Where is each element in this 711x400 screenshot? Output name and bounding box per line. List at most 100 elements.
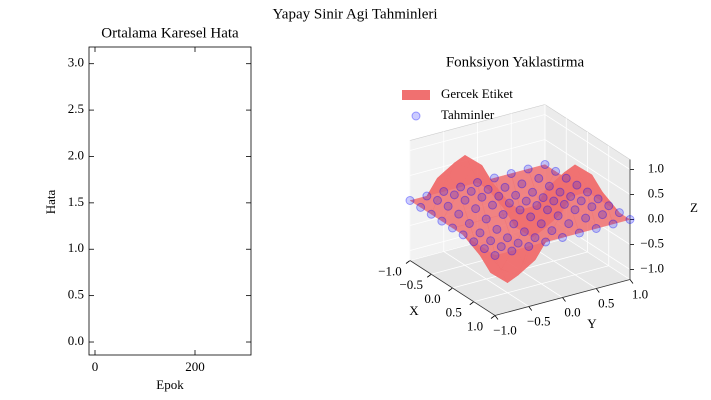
prediction-point bbox=[513, 238, 523, 248]
y-tick-label: 2.5 bbox=[68, 101, 84, 116]
prediction-point bbox=[466, 186, 476, 196]
prediction-point bbox=[581, 213, 591, 223]
y-tick-label: 1.0 bbox=[632, 286, 648, 301]
chart-title: Ortalama Karesel Hata bbox=[101, 25, 239, 41]
prediction-point bbox=[614, 208, 624, 218]
prediction-point bbox=[479, 244, 489, 254]
y-tick bbox=[528, 306, 533, 311]
prediction-point bbox=[464, 219, 474, 228]
prediction-point bbox=[538, 193, 548, 203]
grid-line bbox=[409, 114, 631, 170]
x-tick-label: 0.5 bbox=[446, 305, 462, 320]
prediction-point bbox=[583, 187, 592, 197]
prediction-point bbox=[509, 219, 519, 229]
legend-swatch bbox=[402, 90, 430, 100]
prediction-point bbox=[486, 236, 496, 246]
prediction-point bbox=[625, 215, 635, 224]
prediction-point bbox=[574, 228, 584, 238]
prediction-point bbox=[488, 200, 497, 210]
x-axis-label: X bbox=[409, 303, 419, 318]
prediction-point bbox=[536, 219, 546, 229]
prediction-point bbox=[460, 195, 470, 205]
z-tick-label: 1.0 bbox=[648, 160, 664, 175]
prediction-point bbox=[524, 242, 534, 251]
prediction-point bbox=[534, 173, 544, 183]
prediction-point bbox=[416, 202, 426, 212]
y-tick-label: −0.5 bbox=[527, 313, 551, 328]
z-tick-label: 0.5 bbox=[648, 185, 664, 200]
grid-line bbox=[443, 131, 529, 307]
prediction-point bbox=[551, 166, 561, 176]
prediction-point bbox=[528, 187, 537, 197]
prediction-point bbox=[558, 233, 567, 242]
x-tick-label: 1.0 bbox=[467, 318, 483, 333]
y-tick bbox=[562, 297, 566, 302]
y-tick-label: 0.0 bbox=[68, 333, 84, 348]
prediction-point bbox=[456, 182, 466, 192]
prediction-point bbox=[498, 210, 508, 219]
legend-label: Tahminler bbox=[441, 107, 495, 122]
prediction-point bbox=[439, 187, 449, 196]
prediction-point bbox=[511, 190, 521, 200]
prediction-point bbox=[475, 228, 485, 238]
x-tick-label: 0 bbox=[92, 359, 99, 374]
prediction-point bbox=[544, 181, 554, 191]
prediction-point bbox=[540, 160, 550, 169]
prediction-point bbox=[504, 198, 514, 208]
prediction-point bbox=[471, 204, 481, 214]
y-tick-label: −1.0 bbox=[493, 322, 517, 337]
axis-line bbox=[409, 260, 631, 316]
prediction-point bbox=[473, 178, 482, 187]
prediction-point bbox=[477, 192, 487, 202]
y-tick-label: 0.5 bbox=[598, 295, 614, 310]
surface-patch bbox=[484, 248, 513, 270]
x-tick bbox=[405, 260, 411, 264]
z-tick-label: −1.0 bbox=[640, 260, 664, 275]
prediction-point bbox=[521, 196, 531, 206]
prediction-point bbox=[604, 201, 614, 211]
prediction-point bbox=[559, 199, 569, 209]
z-tick-label: 0.0 bbox=[648, 210, 664, 225]
prediction-point bbox=[433, 195, 442, 205]
prediction-point bbox=[500, 182, 510, 192]
prediction-point bbox=[517, 179, 527, 189]
prediction-point bbox=[587, 202, 597, 212]
y-tick-label: 0.5 bbox=[68, 287, 84, 302]
prediction-point bbox=[454, 209, 464, 219]
z-axis-label: Z bbox=[690, 200, 698, 215]
prediction-point bbox=[494, 191, 504, 201]
prediction-point bbox=[593, 194, 603, 204]
prediction-point bbox=[458, 230, 468, 240]
prediction-point bbox=[515, 205, 525, 215]
prediction-point bbox=[492, 224, 502, 234]
prediction-point bbox=[547, 226, 557, 236]
prediction-point bbox=[570, 205, 580, 215]
prediction-point bbox=[541, 237, 551, 247]
prediction-point bbox=[506, 169, 516, 178]
y-tick-label: 1.5 bbox=[68, 194, 84, 209]
y-tick-label: 3.0 bbox=[68, 55, 84, 70]
x-tick bbox=[448, 287, 453, 292]
prediction-point bbox=[483, 184, 493, 194]
figure-title: Yapay Sinir Agi Tahminleri bbox=[272, 6, 437, 22]
prediction-point bbox=[591, 224, 601, 233]
chart-title: Fonksiyon Yaklastirma bbox=[446, 54, 585, 70]
y-tick-label: 0.0 bbox=[564, 304, 580, 319]
y-tick bbox=[629, 279, 634, 284]
y-tick-label: 1.0 bbox=[68, 240, 84, 255]
y-axis-label: Hata bbox=[43, 190, 58, 215]
z-tick-label: −0.5 bbox=[640, 235, 664, 250]
prediction-point bbox=[564, 219, 574, 229]
prediction-point bbox=[576, 196, 586, 206]
prediction-point bbox=[490, 251, 500, 260]
prediction-point bbox=[523, 164, 533, 174]
prediction-point bbox=[532, 201, 542, 210]
prediction-point bbox=[443, 201, 453, 211]
prediction-point bbox=[481, 214, 491, 224]
prediction-point bbox=[555, 187, 565, 197]
prediction-point bbox=[549, 196, 559, 206]
prediction-point bbox=[608, 219, 618, 229]
prediction-point bbox=[405, 196, 415, 205]
prediction-point bbox=[572, 180, 582, 190]
